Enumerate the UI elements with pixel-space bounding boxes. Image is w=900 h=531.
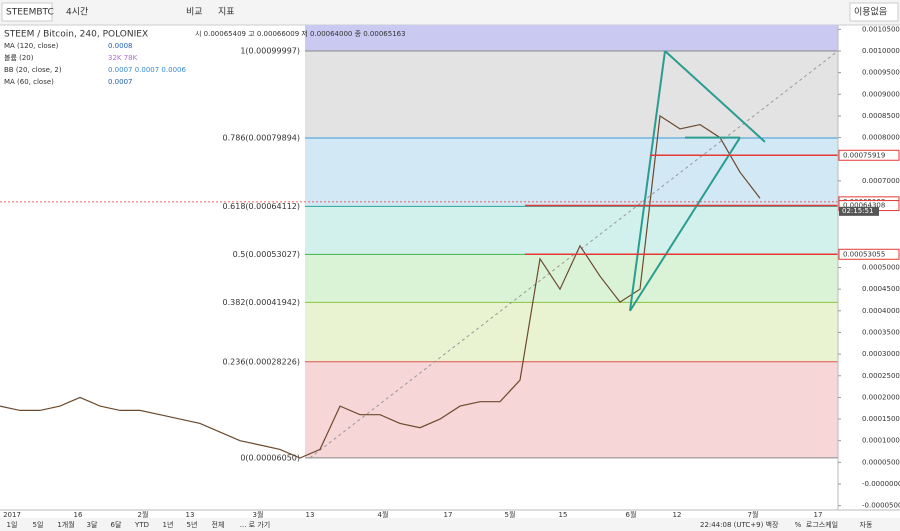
indicators-button[interactable]: 지표 xyxy=(218,7,235,18)
bottom-bar xyxy=(0,518,900,531)
price-tick-label: 0.00005000 xyxy=(862,458,900,466)
price-label-box xyxy=(838,248,900,260)
fib-label: 0(0.00006050) xyxy=(240,453,300,462)
study-name: MA (120, close) xyxy=(4,42,59,50)
fib-label: 0.5(0.00053027) xyxy=(233,250,300,259)
time-label: 17 xyxy=(814,511,823,519)
time-label: 12 xyxy=(673,511,682,519)
fib-label: 0.236(0.00028226) xyxy=(223,357,301,366)
time-label: 4월 xyxy=(378,510,389,519)
range-button[interactable]: 3달 xyxy=(87,521,98,529)
time-label: 2017 xyxy=(3,511,21,519)
range-button[interactable]: 전체 xyxy=(212,520,225,529)
fib-zone xyxy=(305,361,838,458)
price-tick-label: -0.00005000 xyxy=(862,502,900,510)
time-label: 7월 xyxy=(748,510,759,519)
axis-option[interactable]: 로그스케일 xyxy=(806,520,838,529)
range-button[interactable]: 1일 xyxy=(7,520,18,529)
price-label: 0.00053055 xyxy=(843,250,885,258)
time-label: 6월 xyxy=(626,510,637,519)
countdown: 02:15:51 xyxy=(842,207,873,215)
study-value: 0.0007 xyxy=(108,78,133,86)
status-box[interactable] xyxy=(849,2,899,22)
fib-zone xyxy=(305,254,838,303)
time-label: 16 xyxy=(74,511,83,519)
fib-zone xyxy=(305,50,838,139)
axis-option[interactable]: % xyxy=(795,521,802,529)
trend-line xyxy=(664,50,766,143)
plot-area: 1(0.00099997) 0.786(0.00079894) 0.618(0.00… xyxy=(0,25,839,462)
fib-label: 0.786(0.00079894) xyxy=(223,134,301,143)
trend-line xyxy=(629,50,666,311)
time-label: 3월 xyxy=(253,510,264,519)
symbol[interactable]: STEEMBTC xyxy=(6,8,54,18)
time-label: 5월 xyxy=(505,510,516,519)
trend-line xyxy=(629,137,741,312)
fib-zone xyxy=(305,138,838,207)
fib-zone xyxy=(305,25,838,51)
compare-button[interactable]: 비교 xyxy=(186,7,203,18)
axis-option[interactable]: 자동 xyxy=(860,520,873,529)
range-button[interactable]: 1년 xyxy=(163,520,174,529)
clock: 22:44:08 (UTC+9) xyxy=(700,521,764,529)
interval[interactable]: 4시간 xyxy=(66,7,88,18)
time-label: 15 xyxy=(559,511,568,519)
range-button[interactable]: ... 로 가기 xyxy=(240,520,270,529)
range-button[interactable]: YTD xyxy=(134,521,149,529)
time-label: 13 xyxy=(186,511,195,519)
study-name: BB (20, close, 2) xyxy=(4,66,62,74)
fib-label: 0.618(0.00064112) xyxy=(223,202,301,211)
range-button[interactable]: 1개월 xyxy=(57,520,74,529)
price-label: 0.00075919 xyxy=(843,151,885,159)
time-label: 2월 xyxy=(138,510,149,519)
fib-zone xyxy=(305,302,838,362)
symbol-box[interactable] xyxy=(1,2,53,22)
time-label: 17 xyxy=(444,511,453,519)
study-value: 32K 78K xyxy=(108,54,138,62)
price-label: 0.00064308 xyxy=(843,202,885,210)
fib-zone xyxy=(305,206,838,255)
price-label-box xyxy=(838,149,900,161)
price-tick-label: -0.00000000 xyxy=(862,480,900,488)
toolbar xyxy=(0,0,900,25)
status[interactable]: 이용없음 xyxy=(854,7,887,18)
fib-label: 0.382(0.00041942) xyxy=(223,298,301,307)
fib-label: 1(0.00099997) xyxy=(240,46,300,55)
range-button[interactable]: 6달 xyxy=(111,521,122,529)
study-name: 볼륨 (20) xyxy=(4,53,34,62)
study-value: 0.0007 0.0007 0.0006 xyxy=(108,66,186,74)
range-button[interactable]: 5일 xyxy=(33,520,44,529)
axis-option[interactable]: 백장 xyxy=(766,520,779,529)
legend-title: STEEM / Bitcoin, 240, POLONIEX xyxy=(4,30,148,40)
time-label: 13 xyxy=(306,511,315,519)
study-name: MA (60, close) xyxy=(4,78,54,86)
study-value: 0.0008 xyxy=(108,42,133,50)
legend-ohlc: 시 0.00065409 고 0.00066009 저 0.00064000 종… xyxy=(195,29,406,38)
range-button[interactable]: 5년 xyxy=(187,520,198,529)
countdown-box xyxy=(839,206,879,216)
